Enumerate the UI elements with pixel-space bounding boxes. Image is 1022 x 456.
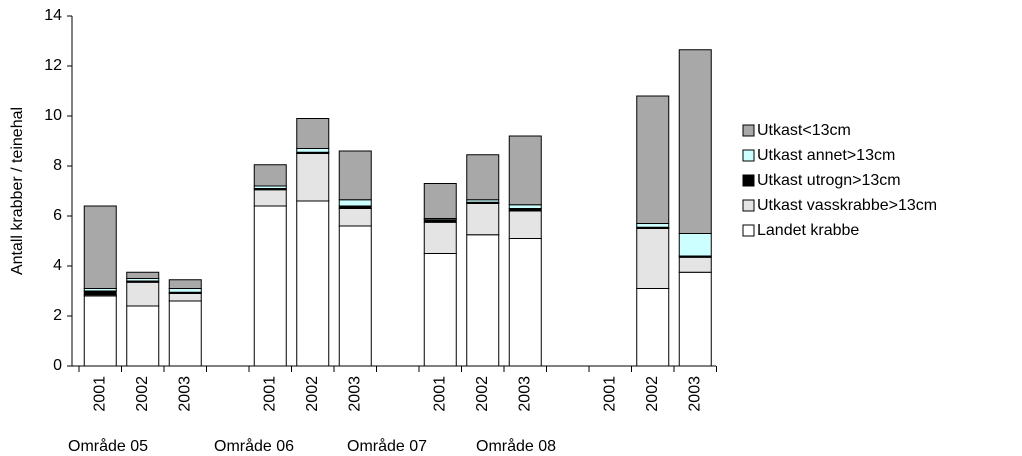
bar-segment — [83, 205, 117, 289]
bar-segment — [466, 234, 500, 367]
bar-segment — [253, 189, 287, 207]
x-tick-label: 2003 — [516, 376, 533, 412]
legend-swatch — [742, 149, 755, 162]
x-tick-label: 2002 — [644, 376, 661, 412]
bar-segment — [168, 293, 202, 302]
bar-segment — [423, 221, 457, 254]
x-tick-label: 2003 — [176, 376, 193, 412]
bar-segment — [296, 118, 330, 149]
legend-swatch — [742, 174, 755, 187]
bar-segment — [296, 148, 330, 153]
x-tick-label: 2002 — [304, 376, 321, 412]
x-tick-label: 2002 — [134, 376, 151, 412]
group-label: Område 07 — [347, 437, 427, 455]
bar-segment — [338, 225, 372, 367]
x-tick-label: 2003 — [686, 376, 703, 412]
bar-segment — [508, 238, 542, 367]
y-axis-label: Antall krabber / teinehal — [9, 107, 26, 275]
bar-segment — [508, 135, 542, 206]
y-tick-label: 0 — [53, 357, 62, 374]
bar-segment — [168, 300, 202, 367]
bar-segment — [168, 288, 202, 293]
bar-segment — [466, 154, 500, 201]
bar-segment — [296, 200, 330, 367]
bar-segment — [126, 271, 160, 279]
legend-label: Utkast vasskrabbe>13cm — [757, 197, 937, 214]
y-tick-label: 6 — [53, 207, 62, 224]
bar-segment — [253, 205, 287, 367]
x-tick-label: 2002 — [474, 376, 491, 412]
y-tick-label: 10 — [44, 107, 62, 124]
x-tick-label: 2001 — [261, 376, 278, 412]
legend-label: Utkast utrogn>13cm — [757, 172, 901, 189]
bar-segment — [678, 49, 712, 234]
bar-segment — [678, 271, 712, 367]
group-label: Område 08 — [476, 437, 556, 455]
bar-segment — [423, 183, 457, 219]
bar-segment — [338, 208, 372, 227]
bar-segment — [126, 281, 160, 307]
bar-segment — [508, 210, 542, 239]
y-tick-label: 4 — [53, 257, 62, 274]
bar-segment — [253, 164, 287, 187]
bar-segment — [338, 199, 372, 207]
bar-segment — [126, 305, 160, 367]
y-tick-label: 2 — [53, 307, 62, 324]
group-label: Område 06 — [214, 437, 294, 455]
x-tick-label: 2001 — [601, 376, 618, 412]
legend-swatch — [742, 124, 755, 137]
x-tick-label: 2001 — [91, 376, 108, 412]
bar-segment — [636, 288, 670, 367]
legend-label: Utkast annet>13cm — [757, 147, 895, 164]
x-tick-label: 2003 — [346, 376, 363, 412]
y-tick-label: 12 — [44, 57, 62, 74]
y-tick-label: 8 — [53, 157, 62, 174]
group-label: Område 05 — [68, 437, 148, 455]
bar-segment — [636, 228, 670, 289]
bar-segment — [678, 256, 712, 273]
legend-label: Landet krabbe — [757, 222, 859, 239]
legend-swatch — [742, 224, 755, 237]
bar-segment — [678, 233, 712, 257]
bar-segment — [466, 203, 500, 236]
bar-segment — [168, 279, 202, 289]
bar-segment — [296, 153, 330, 202]
legend-label: Utkast<13cm — [757, 122, 851, 139]
bar-segment — [338, 150, 372, 201]
bar-segment — [423, 253, 457, 367]
bar-segment — [83, 290, 117, 296]
bar-segment — [83, 295, 117, 367]
y-tick-label: 14 — [44, 7, 62, 24]
bar-segment — [636, 95, 670, 224]
bar-segment — [508, 204, 542, 209]
legend-swatch — [742, 199, 755, 212]
bar-segment — [636, 223, 670, 228]
x-tick-label: 2001 — [431, 376, 448, 412]
